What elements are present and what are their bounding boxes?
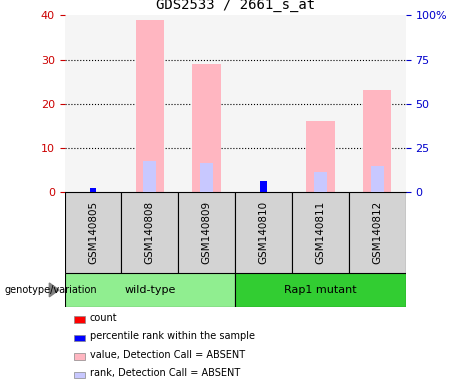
- Bar: [306, 121, 335, 192]
- Bar: [89, 188, 96, 192]
- Bar: [65, 192, 121, 273]
- Text: GSM140812: GSM140812: [372, 201, 382, 264]
- Bar: [235, 273, 406, 307]
- Bar: [235, 192, 292, 273]
- Bar: [292, 192, 349, 273]
- Bar: [260, 181, 267, 192]
- Text: rank, Detection Call = ABSENT: rank, Detection Call = ABSENT: [90, 368, 240, 378]
- Bar: [371, 166, 384, 192]
- Text: GSM140810: GSM140810: [259, 201, 269, 264]
- Bar: [143, 161, 156, 192]
- Text: value, Detection Call = ABSENT: value, Detection Call = ABSENT: [90, 350, 245, 360]
- Bar: [260, 181, 267, 192]
- Bar: [363, 91, 391, 192]
- Text: GSM140808: GSM140808: [145, 201, 155, 264]
- Text: genotype/variation: genotype/variation: [5, 285, 97, 295]
- Bar: [136, 20, 164, 192]
- Bar: [193, 64, 221, 192]
- Text: GSM140805: GSM140805: [88, 201, 98, 264]
- Bar: [349, 192, 406, 273]
- Bar: [178, 192, 235, 273]
- Text: wild-type: wild-type: [124, 285, 176, 295]
- Bar: [314, 172, 327, 192]
- Bar: [65, 273, 235, 307]
- Text: count: count: [90, 313, 118, 323]
- Bar: [200, 163, 213, 192]
- Text: percentile rank within the sample: percentile rank within the sample: [90, 331, 255, 341]
- Text: Rap1 mutant: Rap1 mutant: [284, 285, 357, 295]
- Polygon shape: [49, 283, 59, 297]
- Title: GDS2533 / 2661_s_at: GDS2533 / 2661_s_at: [155, 0, 315, 12]
- Text: GSM140811: GSM140811: [315, 201, 325, 264]
- Bar: [121, 192, 178, 273]
- Text: GSM140809: GSM140809: [201, 201, 212, 264]
